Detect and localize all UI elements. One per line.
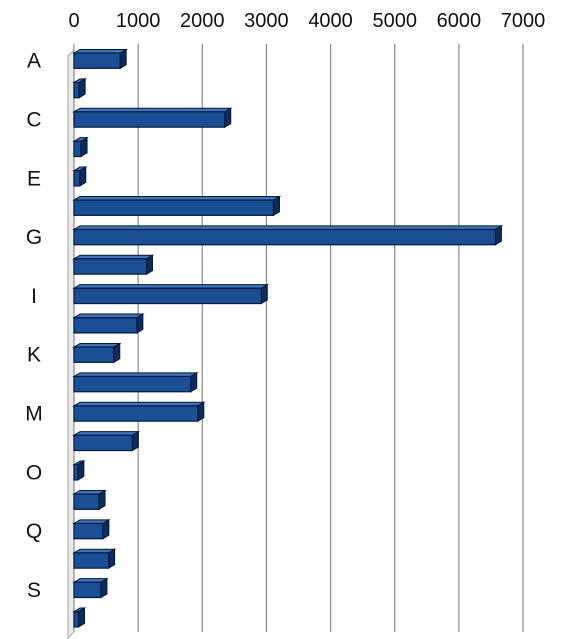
y-category-label: G (26, 226, 42, 249)
x-tick-label: 6000 (437, 10, 482, 32)
y-category-label: K (27, 344, 41, 367)
x-tick-label: 0 (68, 10, 79, 32)
y-category-label: C (26, 109, 41, 132)
bar (72, 254, 155, 276)
bar-side-face (113, 342, 121, 364)
bar (72, 371, 199, 393)
bar-front-face (73, 317, 138, 334)
bar-front-face (73, 228, 497, 246)
bar-side-face (136, 313, 144, 334)
bar-front-face (73, 522, 104, 540)
y-axis-labels: A C E G I K M O Q S (25, 50, 43, 602)
x-tick-label: 5000 (372, 10, 417, 32)
bar (72, 548, 117, 570)
bar-front-face (73, 434, 133, 452)
bar-front-face (73, 346, 115, 363)
bar-front-face (73, 287, 262, 305)
y-category-label: S (27, 579, 41, 602)
bar (72, 107, 233, 129)
y-category-label: M (25, 403, 43, 426)
bar-front-face (73, 140, 82, 158)
bar-front-face (73, 552, 110, 569)
bar-side-face (190, 371, 198, 393)
bar-side-face (108, 548, 116, 570)
bar-front-face (73, 375, 192, 393)
x-tick-label: 1000 (116, 10, 161, 32)
bar (72, 518, 111, 540)
x-tick-label: 4000 (308, 10, 353, 32)
bar-side-face (131, 430, 139, 452)
bar (72, 460, 86, 481)
bar-side-face (98, 489, 106, 511)
bar (72, 166, 88, 187)
chart-left-wall (67, 48, 75, 639)
bar (72, 430, 141, 452)
bar-front-face (73, 111, 226, 128)
bar (72, 48, 128, 70)
x-tick-label: 7000 (501, 10, 546, 32)
bar-front-face (73, 52, 121, 69)
x-tick-label: 2000 (180, 10, 225, 32)
y-category-label: E (27, 167, 41, 190)
x-axis-ticks: 0 1000 2000 3000 4000 5000 6000 7000 (68, 10, 545, 32)
bar-front-face (73, 199, 275, 216)
bar-front-face (73, 493, 100, 510)
bar-front-face (73, 405, 199, 422)
bar (72, 283, 270, 305)
bar (72, 136, 89, 158)
bar-side-face (77, 460, 85, 481)
y-category-label: Q (26, 520, 42, 543)
bar-side-face (272, 195, 280, 217)
bar-front-face (73, 611, 80, 628)
bar (72, 607, 87, 628)
y-category-label: I (31, 285, 37, 308)
bar-side-face (494, 224, 502, 246)
bar-side-face (80, 136, 88, 158)
bar-side-face (77, 607, 85, 628)
gridlines (67, 44, 524, 639)
bar-side-face (78, 77, 86, 99)
y-category-label: O (26, 461, 42, 484)
bar (72, 401, 206, 423)
bar (72, 77, 87, 99)
bar (72, 577, 109, 599)
bar (72, 489, 107, 511)
bar-front-face (73, 258, 148, 275)
bar-front-face (73, 464, 79, 481)
bar-side-face (224, 107, 232, 129)
bar (72, 224, 504, 246)
bar (72, 313, 145, 334)
bar-side-face (197, 401, 205, 423)
bars (72, 48, 504, 628)
bar-side-face (119, 48, 127, 70)
bar (72, 195, 282, 217)
x-tick-label: 3000 (244, 10, 289, 32)
y-category-label: A (27, 50, 41, 73)
bar-side-face (100, 577, 108, 599)
bar-side-face (260, 283, 268, 305)
bar-front-face (73, 581, 102, 599)
bar-front-face (73, 81, 80, 99)
bar (72, 342, 122, 364)
bar-side-face (145, 254, 153, 276)
bar-front-face (73, 170, 81, 187)
bar-side-face (79, 166, 87, 187)
bar-side-face (102, 518, 110, 540)
